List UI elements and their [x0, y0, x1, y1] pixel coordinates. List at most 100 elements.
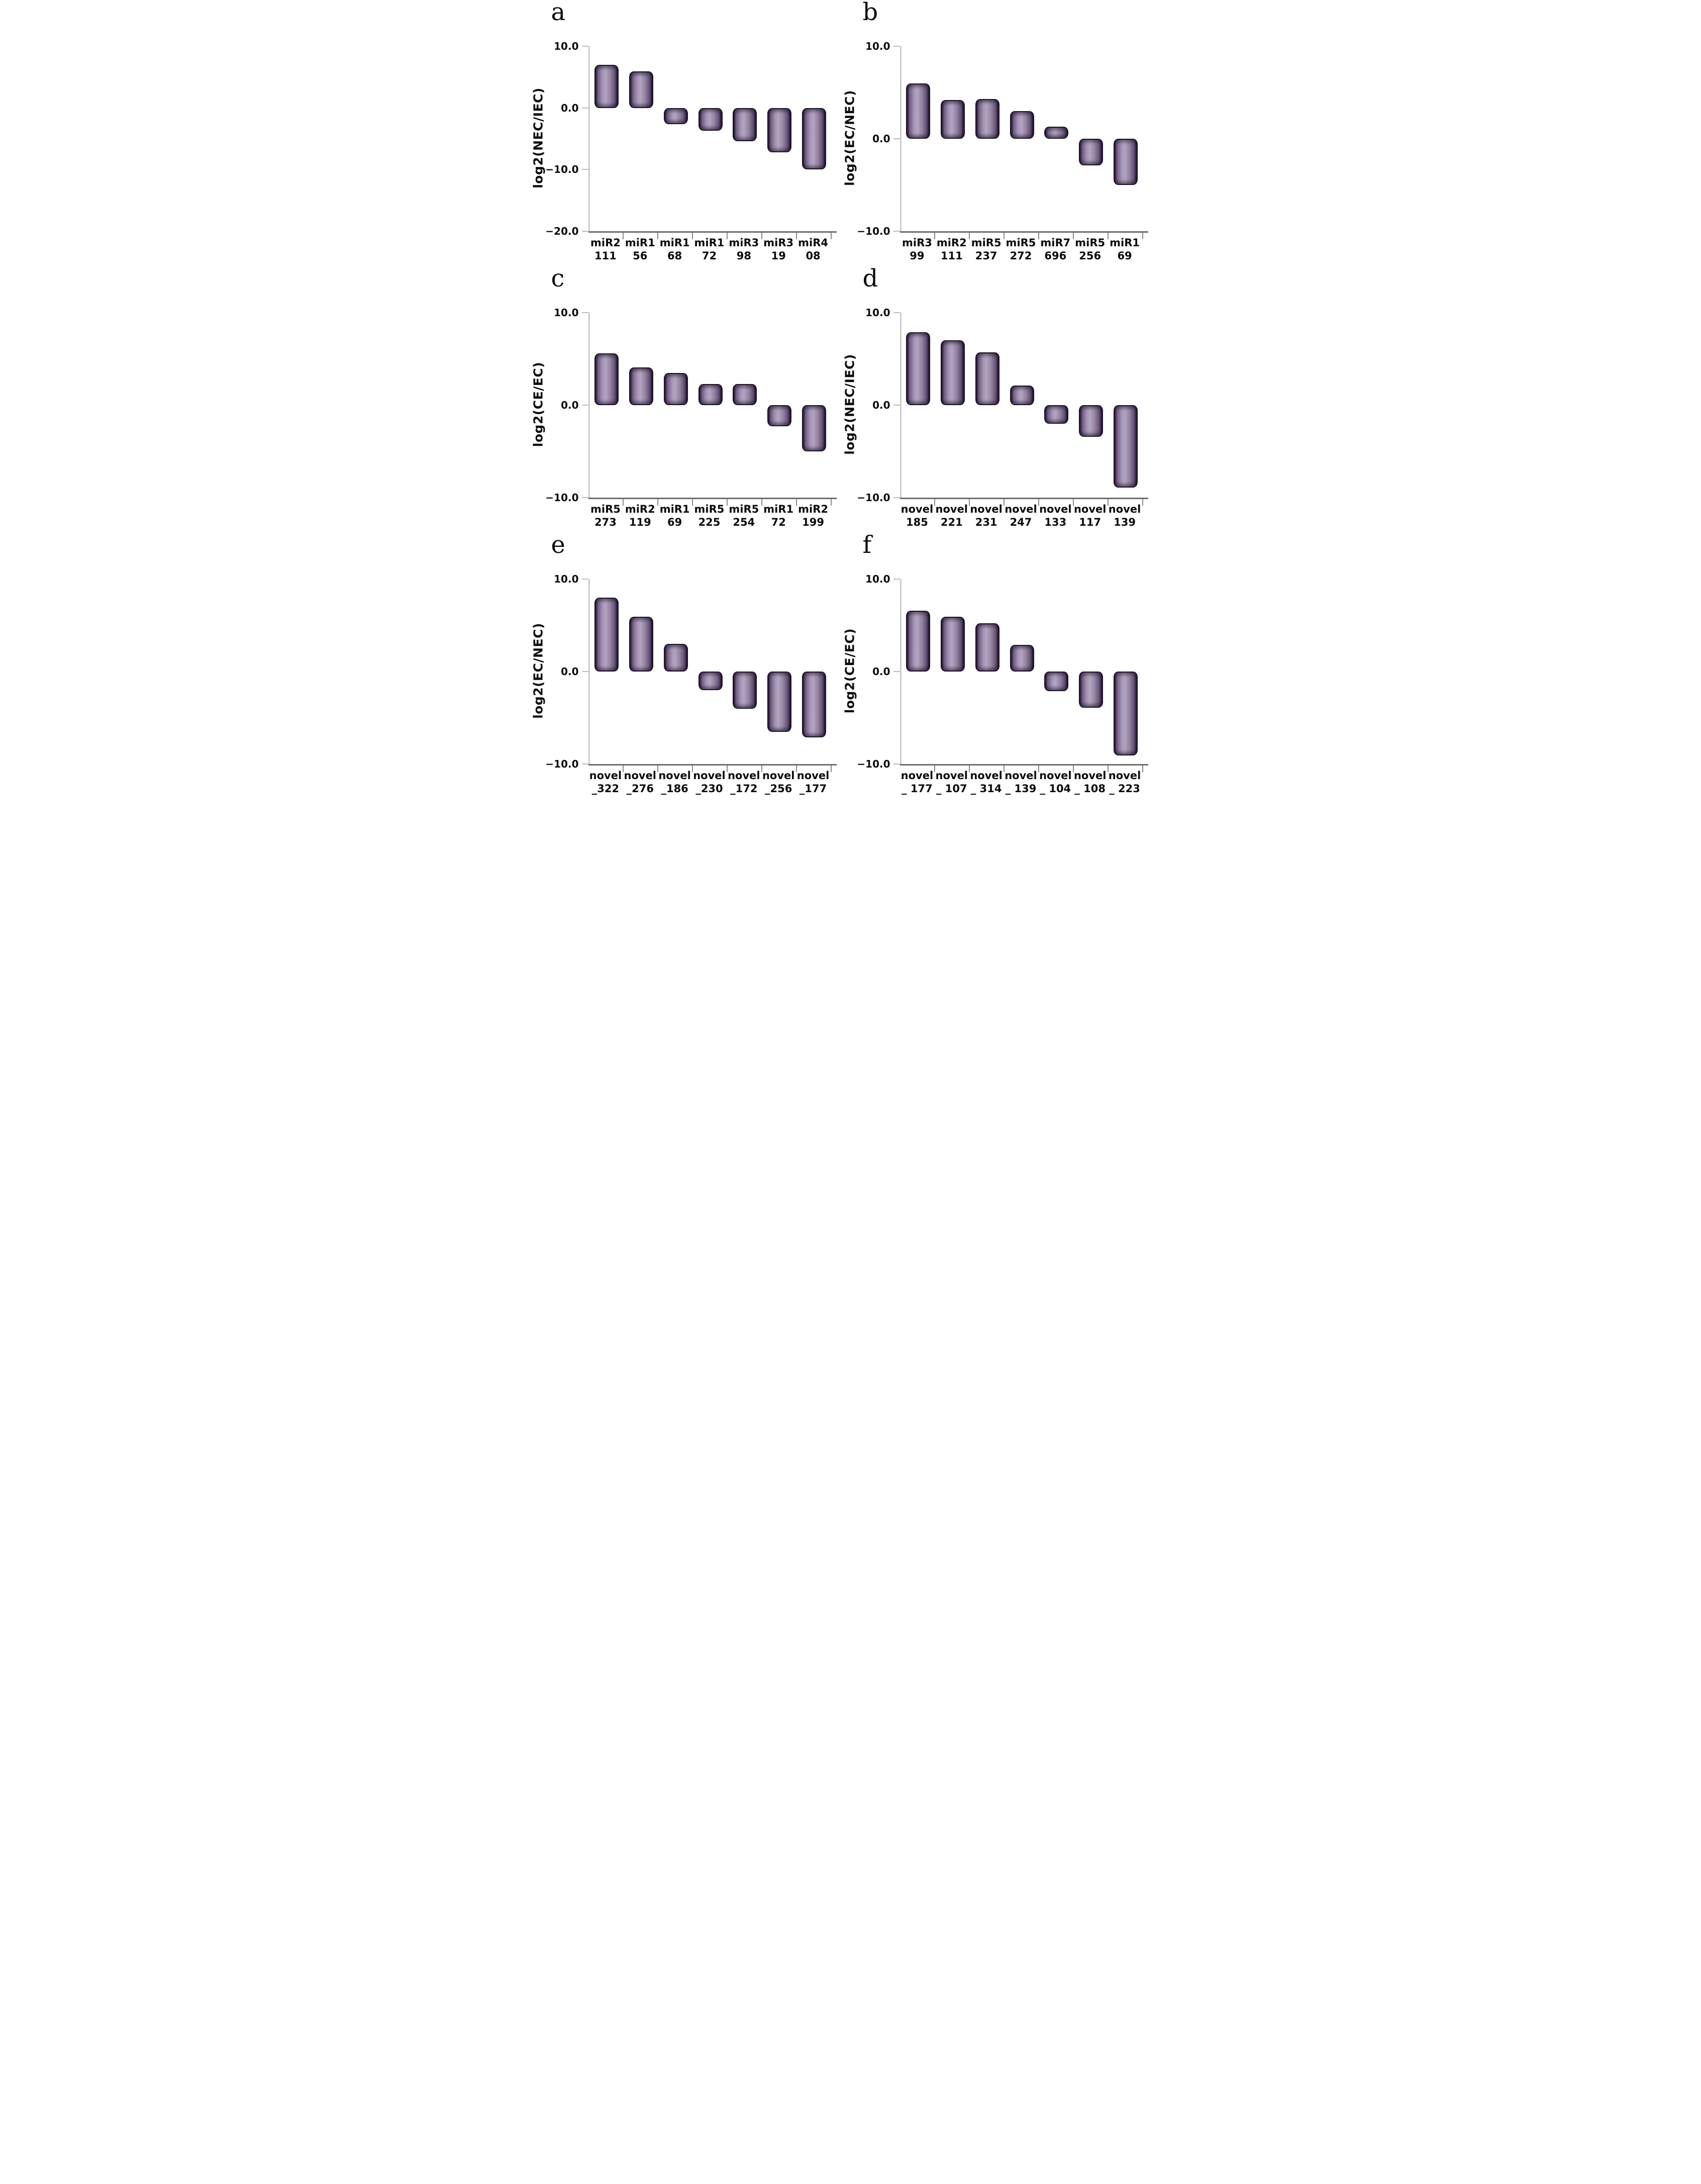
x-tick-mark: [657, 233, 659, 239]
bar-novel-_256: [767, 672, 792, 732]
x-axis-line: [899, 764, 1148, 766]
x-tick-mark: [795, 766, 797, 772]
y-tick-mark: [893, 46, 900, 47]
x-tick-mark: [830, 766, 832, 772]
bar-novel-_139: [1010, 644, 1034, 672]
y-tick-mark: [581, 579, 588, 580]
x-category-label: novel _ 108: [1073, 770, 1107, 795]
x-axis-line: [588, 498, 837, 499]
y-tick-label: 0.0: [561, 102, 579, 114]
panel-letter: d: [862, 264, 878, 293]
x-tick-mark: [726, 233, 728, 239]
x-tick-mark: [761, 766, 762, 772]
x-category-label: novel _177: [796, 770, 830, 795]
x-tick-mark: [934, 766, 936, 772]
bar-novel-_177: [906, 610, 930, 672]
x-tick-mark: [692, 766, 693, 772]
x-tick-mark: [1038, 499, 1039, 506]
x-tick-mark: [1038, 766, 1039, 772]
x-category-label: novel 221: [935, 503, 968, 529]
x-tick-mark: [795, 499, 797, 506]
bar-miR2-111: [594, 64, 619, 108]
chart-panel-f: f log2(CE/EC) 10.0 0.0 −10.0 novel _ 177 novel…: [842, 531, 1162, 799]
x-category-label: novel _ 177: [900, 770, 934, 795]
bar-miR1-69: [1114, 139, 1138, 185]
y-tick-label: 0.0: [561, 666, 579, 678]
x-category-label: novel 139: [1108, 503, 1141, 529]
bar-miR5-254: [733, 384, 757, 405]
y-tick-mark: [893, 579, 900, 580]
x-category-label: novel _276: [624, 770, 657, 795]
y-tick-label: 10.0: [554, 40, 579, 52]
bar-novel-221: [940, 340, 965, 405]
chart-panel-b: b log2(EC/NEC) 10.0 0.0 −10.0 miR3 99 miR2 111…: [842, 0, 1162, 266]
x-category-label: miR5 272: [1006, 237, 1036, 262]
y-tick-mark: [893, 231, 900, 232]
x-category-label: novel _ 104: [1039, 770, 1072, 795]
y-tick-label: −10.0: [545, 492, 579, 504]
bar-novel-_223: [1114, 672, 1138, 756]
x-category-label: novel _ 314: [970, 770, 1003, 795]
bar-miR2-119: [629, 367, 653, 405]
x-category-label: miR3 98: [729, 237, 759, 262]
x-tick-mark: [692, 233, 693, 239]
bar-miR3-19: [767, 108, 792, 152]
x-tick-mark: [934, 499, 936, 506]
x-category-label: miR5 237: [971, 237, 1002, 262]
x-tick-mark: [1038, 233, 1039, 239]
bar-miR5-237: [975, 99, 999, 139]
x-category-label: miR2 119: [625, 503, 655, 529]
x-tick-mark: [623, 499, 624, 506]
x-category-label: miR5 256: [1075, 237, 1106, 262]
bar-novel-_177: [802, 672, 827, 737]
x-category-label: novel _256: [762, 770, 795, 795]
bar-novel-185: [906, 332, 930, 405]
x-tick-mark: [761, 233, 762, 239]
bar-miR4-08: [802, 108, 827, 170]
bar-novel-139: [1114, 405, 1138, 488]
x-tick-mark: [795, 233, 797, 239]
x-tick-mark: [969, 233, 970, 239]
panel-letter: c: [551, 264, 565, 293]
panel-letter: b: [862, 0, 878, 26]
x-category-label: miR1 69: [659, 503, 690, 529]
x-category-label: miR7 696: [1040, 237, 1071, 262]
y-tick-label: 10.0: [554, 307, 579, 319]
y-tick-label: 0.0: [872, 399, 890, 411]
y-tick-label: 10.0: [865, 307, 890, 319]
x-tick-mark: [1142, 233, 1143, 239]
x-category-label: novel 117: [1073, 503, 1107, 529]
x-category-label: miR5 254: [729, 503, 759, 529]
x-category-label: miR2 199: [798, 503, 828, 529]
bar-novel-_104: [1044, 672, 1069, 691]
bar-miR2-199: [802, 405, 827, 451]
panel-letter: f: [862, 531, 872, 559]
y-tick-mark: [893, 671, 900, 672]
x-tick-mark: [1142, 766, 1143, 772]
bar-novel-_172: [733, 672, 757, 709]
y-tick-label: −10.0: [857, 758, 890, 770]
bar-miR1-68: [663, 108, 688, 124]
x-category-label: novel _230: [693, 770, 726, 795]
y-tick-label: −10.0: [857, 492, 890, 504]
y-tick-label: 0.0: [872, 133, 890, 145]
y-tick-mark: [581, 405, 588, 406]
y-axis-line: [899, 313, 902, 498]
bar-novel-231: [975, 352, 999, 405]
y-tick-mark: [581, 671, 588, 672]
bar-novel-_322: [594, 597, 619, 672]
y-tick-mark: [581, 764, 588, 765]
mirna-expression-figure: a log2(NEC/IEC) 10.0 0.0 −10.0 −20.0 miR2 111 m…: [531, 0, 1162, 799]
y-tick-mark: [581, 312, 588, 313]
bar-miR3-99: [906, 83, 930, 139]
y-tick-label: −20.0: [545, 225, 579, 237]
y-tick-label: 10.0: [554, 573, 579, 585]
x-category-label: novel 247: [1005, 503, 1037, 529]
y-tick-mark: [893, 312, 900, 313]
x-tick-mark: [1072, 766, 1074, 772]
x-tick-mark: [1142, 499, 1143, 506]
y-tick-label: −10.0: [545, 758, 579, 770]
bar-miR5-225: [698, 384, 723, 405]
bar-miR5-272: [1010, 111, 1034, 139]
x-category-label: miR1 69: [1110, 237, 1140, 262]
